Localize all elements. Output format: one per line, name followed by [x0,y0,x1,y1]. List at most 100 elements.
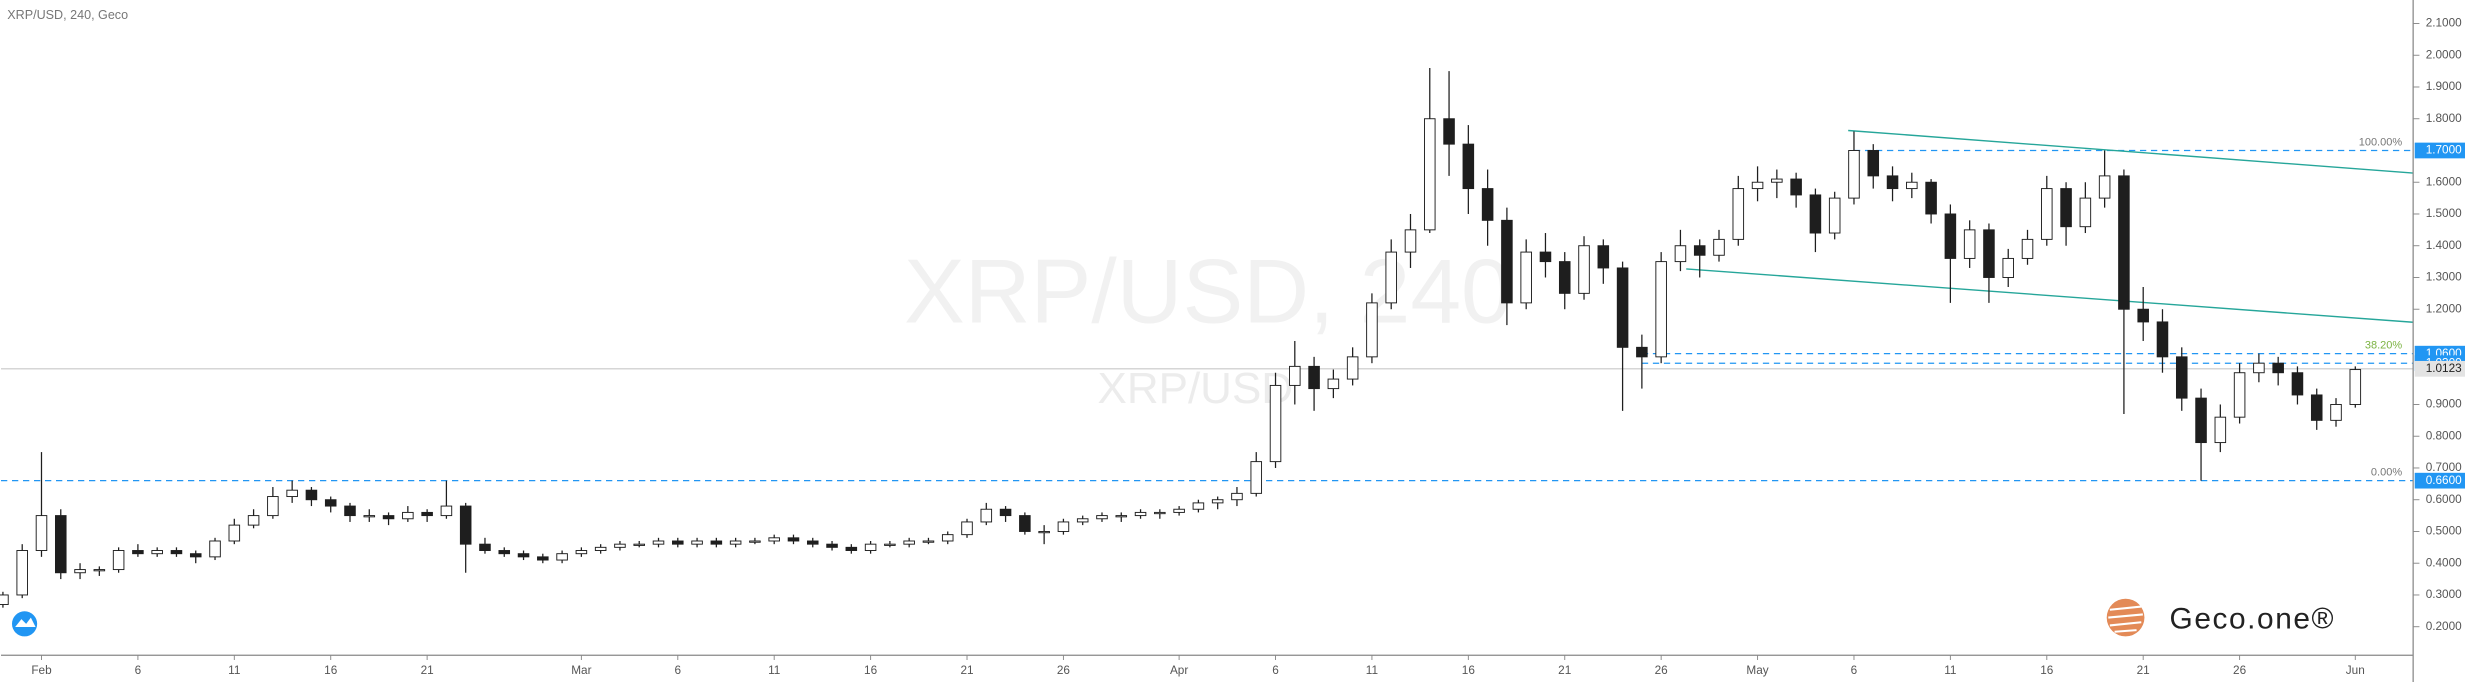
y-tick-label: 1.8000 [2426,112,2462,125]
y-tick-label: 1.5000 [2426,207,2462,220]
candle-body [845,546,858,551]
candle-body [1269,384,1282,463]
x-tick-label: 16 [864,664,878,677]
candle-body [2310,394,2323,421]
candle-body [1211,499,1224,504]
candle-body [633,543,645,546]
candle-body [2079,197,2092,228]
fib-label: 100.00% [2359,137,2403,149]
candle-body [324,499,337,507]
app-icon [12,611,38,637]
candle-body [1790,178,1802,196]
candle-body [363,515,376,518]
candle-body [922,540,935,543]
candle-body [170,550,183,555]
candle-body [93,569,106,572]
candle-body [440,505,453,517]
candle-body [2137,308,2149,323]
y-tick-label: 0.6000 [2426,493,2462,506]
candle-body [768,537,780,542]
candle-body [2272,362,2284,374]
candle-body [2195,397,2207,444]
y-tick-label: 2.1000 [2426,17,2462,30]
candle-body [1154,511,1166,515]
candle-body [1963,229,1976,259]
candle-body [1848,150,1860,199]
candle-body [2233,372,2246,418]
candle-body [35,515,48,551]
candle-body [498,550,511,555]
x-tick-label: 11 [768,664,780,677]
x-tick-label: 6 [135,664,142,677]
candle-body [1462,143,1475,190]
candle-body [1636,346,1648,358]
candle-body [672,540,684,545]
candle-body [74,569,86,574]
candle-body [479,543,491,551]
candle-body [710,540,723,545]
level-price-label: 1.7000 [2426,144,2462,157]
brand-name: Geco.one® [2170,603,2336,636]
x-tick-label: 6 [1851,664,1858,677]
watermark-small: XRP/USD [1097,364,1293,413]
candle-body [1616,267,1629,348]
candle-body [1925,181,1937,215]
candle-body [1134,511,1147,517]
candle-body [826,543,838,548]
candle-body [594,546,607,551]
candle-body [305,489,318,501]
y-tick-label: 1.3000 [2426,271,2462,284]
current-price-label: 1.0123 [2426,362,2462,375]
candle-body [1096,515,1108,520]
candle-body [228,524,241,542]
x-tick-label: 26 [1655,664,1669,677]
x-tick-label: 11 [1366,664,1378,677]
y-tick-label: 1.2000 [2426,302,2462,315]
candle-body [1520,251,1532,304]
candle-body [1115,515,1128,518]
candle-body [1057,521,1070,532]
y-tick-label: 1.9000 [2426,80,2462,93]
candle-body [132,550,144,555]
candle-body [517,553,530,558]
candle-body [729,540,742,545]
x-tick-label: 6 [1272,664,1279,677]
candle-body [1693,245,1706,256]
candle-body [884,543,896,546]
candle-body [1771,178,1783,183]
candle-body [999,508,1012,517]
candle-body [1828,197,1841,234]
candle-body [614,543,626,548]
candle-body [1867,150,1880,177]
candle-body [1809,194,1822,234]
candle-body [806,540,819,545]
candle-body [189,553,202,558]
level-price-box [2414,472,2465,489]
brand-logo: Geco.one® [2106,598,2336,637]
candle-body [1944,213,1957,259]
candle-body [1019,515,1031,532]
candle-body [1076,518,1089,523]
candle-body [1231,492,1243,501]
candle-body [2002,257,2015,278]
candle-body [2098,175,2111,199]
channel-line [1848,129,2414,174]
y-tick-label: 1.6000 [2426,175,2462,188]
candle-body [2021,238,2034,259]
candle-body [903,540,915,545]
candle-body [1289,365,1301,386]
icon-glyph [15,617,36,627]
candle-body [16,550,28,596]
candle-body [961,521,973,536]
candle-body [2041,188,2053,240]
x-tick-label: Mar [571,664,591,677]
candle-body [1308,365,1320,390]
candle-body [344,505,356,517]
candle-body [537,556,549,561]
candle-body [1597,245,1610,269]
candle-body [1481,188,1494,221]
x-tick-label: 6 [675,664,682,677]
candle-body [382,515,395,520]
candle-body [0,594,9,605]
candle-body [652,540,665,545]
